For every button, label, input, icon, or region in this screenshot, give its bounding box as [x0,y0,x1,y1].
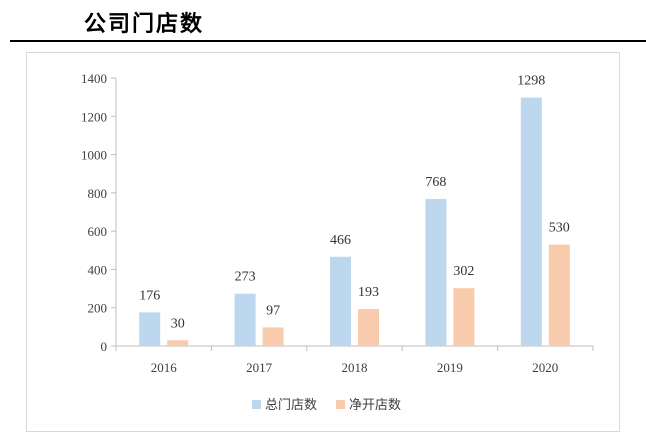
data-label: 1298 [517,74,545,89]
y-tick-label: 600 [88,224,108,239]
bar-net-openings-2017 [262,327,284,346]
y-tick-label: 1000 [81,148,107,163]
bar-total-stores-2016 [139,312,161,346]
data-label: 302 [453,264,474,279]
bar-net-openings-2020 [548,244,570,346]
data-label: 193 [358,285,379,300]
x-tick-label: 2020 [532,360,558,375]
bar-total-stores-2018 [330,256,351,346]
data-label: 30 [171,316,185,331]
bar-total-stores-2020 [520,97,542,346]
x-tick-label: 2017 [246,360,273,375]
legend-label: 总门店数 [265,398,317,413]
y-tick-label: 1200 [81,109,107,124]
chart-frame [26,52,620,432]
y-tick-label: 200 [88,301,108,316]
bar-total-stores-2017 [234,293,256,346]
legend-swatch [252,400,261,409]
chart-axes: 0 200 400 600 800 1000 1200 1400 2016 2017 2018 201… [81,71,594,375]
legend-swatch [336,400,345,409]
y-tick-label: 1400 [81,71,107,86]
x-tick-label: 2018 [342,360,368,375]
data-label: 176 [139,288,160,303]
page-title: 公司门店数 [84,12,205,37]
y-tick-label: 0 [101,339,108,354]
y-tick-label: 400 [88,262,108,277]
title-divider [10,40,646,42]
data-label: 97 [266,303,280,318]
bar-net-openings-2019 [453,288,475,346]
x-tick-label: 2016 [151,360,178,375]
data-label: 530 [549,221,570,236]
bar-total-stores-2019 [425,198,447,346]
data-label: 768 [425,175,446,190]
chart-bars: 176 30 273 97 466 193 768 302 1298 530 [139,74,570,346]
bar-net-openings-2016 [167,340,189,346]
chart-legend: 总门店数 净开店数 [252,398,401,413]
bar-net-openings-2018 [358,309,379,346]
legend-label: 净开店数 [349,398,401,413]
data-label: 466 [330,233,351,248]
y-tick-label: 800 [88,186,108,201]
data-label: 273 [235,270,256,285]
x-tick-label: 2019 [437,360,463,375]
